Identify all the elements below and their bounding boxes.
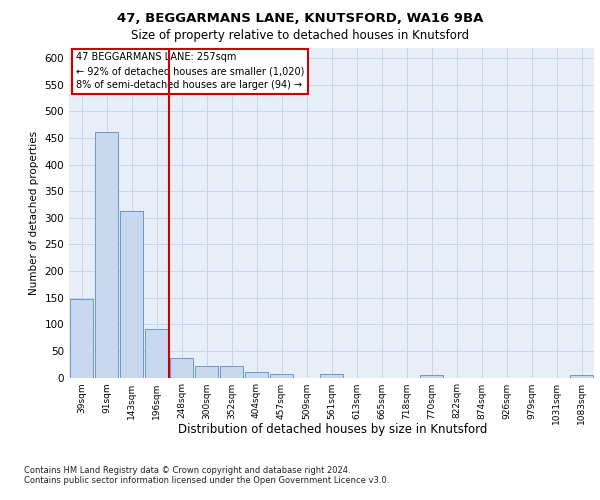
Bar — [245, 372, 268, 378]
Bar — [570, 375, 593, 378]
Bar — [170, 358, 193, 378]
Bar — [220, 366, 243, 378]
Bar — [120, 211, 143, 378]
Text: Contains public sector information licensed under the Open Government Licence v3: Contains public sector information licen… — [24, 476, 389, 485]
Text: Contains HM Land Registry data © Crown copyright and database right 2024.: Contains HM Land Registry data © Crown c… — [24, 466, 350, 475]
Text: 47, BEGGARMANS LANE, KNUTSFORD, WA16 9BA: 47, BEGGARMANS LANE, KNUTSFORD, WA16 9BA — [117, 12, 483, 26]
Bar — [420, 375, 443, 378]
Y-axis label: Number of detached properties: Number of detached properties — [29, 130, 39, 294]
Bar — [95, 132, 118, 378]
Bar — [320, 374, 343, 378]
Bar — [270, 374, 293, 378]
Bar — [70, 300, 93, 378]
Bar — [195, 366, 218, 378]
Bar — [145, 328, 168, 378]
Text: Distribution of detached houses by size in Knutsford: Distribution of detached houses by size … — [178, 422, 488, 436]
Text: Size of property relative to detached houses in Knutsford: Size of property relative to detached ho… — [131, 29, 469, 42]
Text: 47 BEGGARMANS LANE: 257sqm
← 92% of detached houses are smaller (1,020)
8% of se: 47 BEGGARMANS LANE: 257sqm ← 92% of deta… — [76, 52, 304, 90]
